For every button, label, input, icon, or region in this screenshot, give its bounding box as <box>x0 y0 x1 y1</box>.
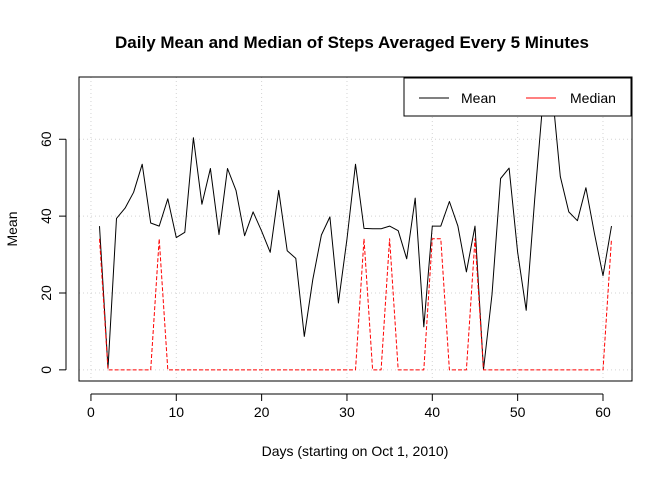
series-line-mean <box>99 86 612 370</box>
series-line-median <box>99 238 612 371</box>
series-layer <box>99 86 612 371</box>
x-tick-label: 60 <box>595 404 611 420</box>
y-axis-label: Mean <box>4 211 20 246</box>
legend: Mean Median <box>403 77 632 117</box>
chart-title: Daily Mean and Median of Steps Averaged … <box>115 33 589 52</box>
x-tick-label: 50 <box>510 404 526 420</box>
grid-lines <box>79 77 632 381</box>
y-tick-label: 60 <box>38 131 54 147</box>
legend-label-median: Median <box>570 90 616 106</box>
x-tick-label: 20 <box>254 404 270 420</box>
y-tick-label: 40 <box>38 208 54 224</box>
x-tick-label: 0 <box>87 404 95 420</box>
x-tick-label: 10 <box>168 404 184 420</box>
y-tick-label: 0 <box>38 366 54 374</box>
x-axis-label: Days (starting on Oct 1, 2010) <box>262 443 449 459</box>
x-tick-label: 40 <box>425 404 441 420</box>
x-tick-label: 30 <box>339 404 355 420</box>
y-axis: 0 20 40 60 <box>38 131 67 374</box>
legend-box <box>403 77 632 117</box>
y-tick-label: 20 <box>38 285 54 301</box>
legend-label-mean: Mean <box>461 90 496 106</box>
plot-frame <box>78 76 633 382</box>
x-axis: 0 10 20 30 40 50 60 <box>87 393 611 420</box>
